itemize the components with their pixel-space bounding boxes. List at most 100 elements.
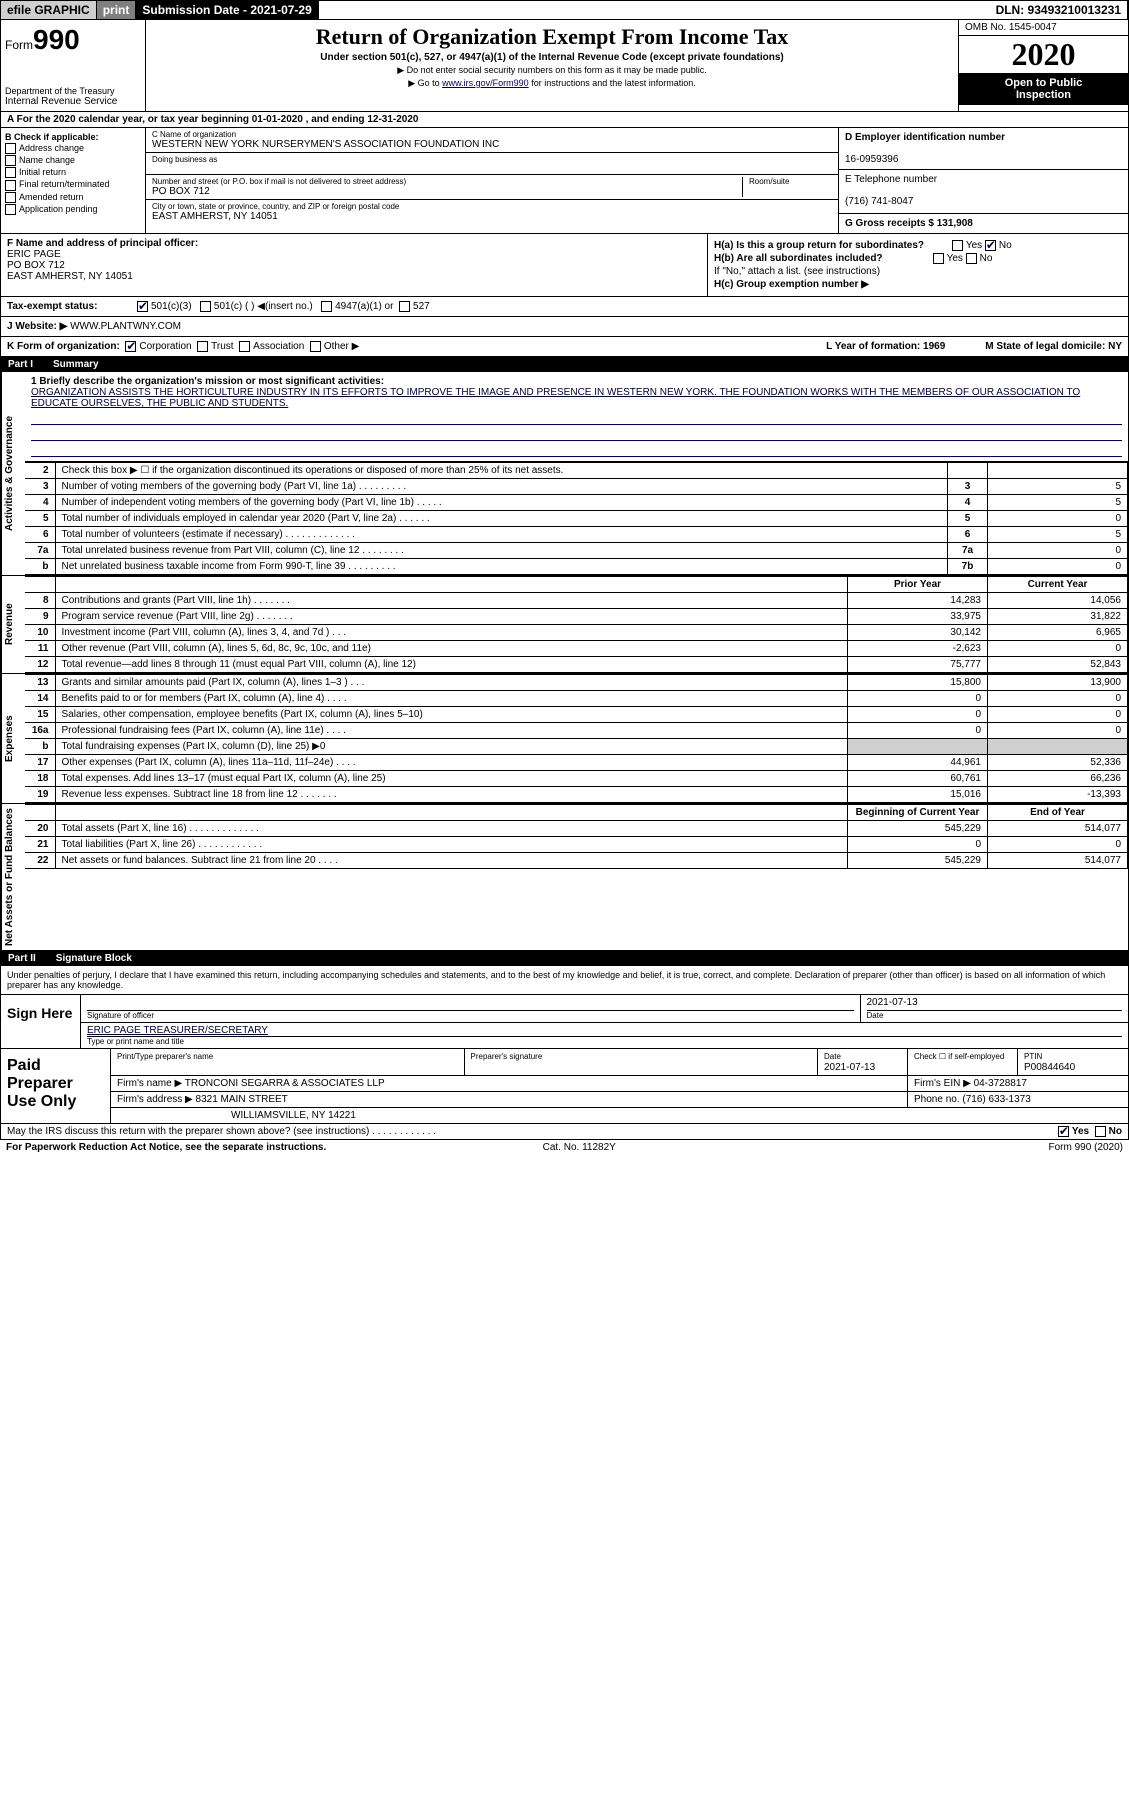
other-checkbox[interactable] — [310, 341, 321, 352]
initial-return-checkbox[interactable] — [5, 167, 16, 178]
website-value: WWW.PLANTWNY.COM — [70, 321, 181, 332]
officer-name-title[interactable]: ERIC PAGE TREASURER/SECRETARY — [87, 1025, 268, 1036]
perjury-statement: Under penalties of perjury, I declare th… — [0, 966, 1129, 995]
assoc-checkbox[interactable] — [239, 341, 250, 352]
revenue-section: Revenue Prior YearCurrent Year8Contribut… — [0, 576, 1129, 674]
amended-return-checkbox[interactable] — [5, 192, 16, 203]
sig-date: 2021-07-13 — [867, 997, 1123, 1011]
hb-yes-checkbox[interactable] — [933, 253, 944, 264]
tax-status-label: Tax-exempt status: — [7, 301, 97, 312]
discuss-question: May the IRS discuss this return with the… — [7, 1126, 436, 1137]
state-domicile: M State of legal domicile: NY — [985, 341, 1122, 352]
firm-address: 8321 MAIN STREET — [196, 1094, 288, 1105]
top-bar: efile GRAPHIC print Submission Date - 20… — [0, 0, 1129, 20]
ha-no-checkbox[interactable] — [985, 240, 996, 251]
form-org-label: K Form of organization: — [7, 341, 120, 352]
hb-note: If "No," attach a list. (see instruction… — [714, 266, 1122, 277]
efile-button[interactable]: efile GRAPHIC — [1, 1, 97, 19]
form-title: Return of Organization Exempt From Incom… — [150, 24, 954, 50]
firm-phone: (716) 633-1373 — [962, 1094, 1030, 1105]
activities-governance-section: Activities & Governance 1 Briefly descri… — [0, 372, 1129, 576]
firm-city: WILLIAMSVILLE, NY 14221 — [111, 1108, 1128, 1123]
ha-yes-checkbox[interactable] — [952, 240, 963, 251]
paid-preparer-block: Paid Preparer Use Only Print/Type prepar… — [0, 1049, 1129, 1124]
form-header: Form990 Department of the Treasury Inter… — [0, 20, 1129, 112]
corp-checkbox[interactable] — [125, 341, 136, 352]
527-checkbox[interactable] — [399, 301, 410, 312]
application-pending-checkbox[interactable] — [5, 204, 16, 215]
print-button[interactable]: print — [97, 1, 137, 19]
officer-addr2: EAST AMHERST, NY 14051 — [7, 271, 133, 282]
ha-label: H(a) Is this a group return for subordin… — [714, 240, 924, 251]
city-state-zip: EAST AMHERST, NY 14051 — [152, 211, 832, 222]
omb-number: OMB No. 1545-0047 — [959, 20, 1128, 36]
ein-label: D Employer identification number — [845, 132, 1005, 143]
paperwork-notice: For Paperwork Reduction Act Notice, see … — [6, 1142, 326, 1153]
website-label: J Website: ▶ — [7, 321, 67, 332]
website-row: J Website: ▶ WWW.PLANTWNY.COM — [0, 317, 1129, 337]
telephone-label: E Telephone number — [845, 174, 937, 185]
open-public-2: Inspection — [1016, 89, 1071, 101]
governance-table: 2Check this box ▶ ☐ if the organization … — [25, 462, 1128, 575]
net-assets-table: Beginning of Current YearEnd of Year20To… — [25, 804, 1128, 869]
firm-ein: 04-3728817 — [974, 1078, 1027, 1089]
irs-label: Internal Revenue Service — [5, 96, 141, 107]
4947-checkbox[interactable] — [321, 301, 332, 312]
expenses-section: Expenses 13Grants and similar amounts pa… — [0, 674, 1129, 804]
submission-date: Submission Date - 2021-07-29 — [136, 1, 318, 19]
officer-addr1: PO BOX 712 — [7, 260, 65, 271]
telephone-value: (716) 741-8047 — [845, 196, 913, 207]
addr-label: Number and street (or P.O. box if mail i… — [152, 177, 742, 186]
net-assets-section: Net Assets or Fund Balances Beginning of… — [0, 804, 1129, 951]
mission-text[interactable]: ORGANIZATION ASSISTS THE HORTICULTURE IN… — [31, 387, 1080, 409]
dept-treasury: Department of the Treasury — [5, 86, 141, 96]
hb-label: H(b) Are all subordinates included? — [714, 253, 883, 264]
irs-link[interactable]: www.irs.gov/Form990 — [442, 78, 529, 88]
address-change-checkbox[interactable] — [5, 143, 16, 154]
discuss-row: May the IRS discuss this return with the… — [0, 1124, 1129, 1140]
form-subtitle: Under section 501(c), 527, or 4947(a)(1)… — [150, 52, 954, 63]
side-label-revenue: Revenue — [1, 576, 25, 673]
501c3-checkbox[interactable] — [137, 301, 148, 312]
name-change-checkbox[interactable] — [5, 155, 16, 166]
row-k: K Form of organization: Corporation Trus… — [0, 337, 1129, 357]
discuss-no-checkbox[interactable] — [1095, 1126, 1106, 1137]
sign-here-label: Sign Here — [1, 995, 81, 1048]
hb-no-checkbox[interactable] — [966, 253, 977, 264]
dln: DLN: 93493210013231 — [990, 1, 1128, 19]
cat-number: Cat. No. 11282Y — [543, 1142, 616, 1153]
block-b-through-g: B Check if applicable: Address change Na… — [0, 128, 1129, 234]
year-formation: L Year of formation: 1969 — [826, 341, 945, 352]
paid-preparer-label: Paid Preparer Use Only — [1, 1049, 111, 1123]
trust-checkbox[interactable] — [197, 341, 208, 352]
part2-header: Part IISignature Block — [0, 951, 1129, 966]
expenses-table: 13Grants and similar amounts paid (Part … — [25, 674, 1128, 803]
part1-header: Part ISummary — [0, 357, 1129, 372]
form-number: 990 — [33, 24, 80, 55]
org-name-label: C Name of organization — [152, 130, 832, 139]
city-label: City or town, state or province, country… — [152, 202, 832, 211]
room-label: Room/suite — [749, 177, 832, 186]
side-label-governance: Activities & Governance — [1, 372, 25, 575]
type-name-label: Type or print name and title — [87, 1037, 1122, 1046]
firm-name: TRONCONI SEGARRA & ASSOCIATES LLP — [185, 1078, 385, 1089]
street-address: PO BOX 712 — [152, 186, 742, 197]
open-public-1: Open to Public — [1005, 77, 1083, 89]
goto-post: for instructions and the latest informat… — [529, 78, 696, 88]
goto-pre: ▶ Go to — [408, 78, 442, 88]
org-name: WESTERN NEW YORK NURSERYMEN'S ASSOCIATIO… — [152, 139, 832, 150]
501c-checkbox[interactable] — [200, 301, 211, 312]
ssn-notice: ▶ Do not enter social security numbers o… — [150, 65, 954, 76]
gross-receipts: G Gross receipts $ 131,908 — [845, 218, 973, 229]
final-return-checkbox[interactable] — [5, 180, 16, 191]
side-label-expenses: Expenses — [1, 674, 25, 803]
row-a: A For the 2020 calendar year, or tax yea… — [0, 112, 1129, 128]
ein-value: 16-0959396 — [845, 154, 898, 165]
block-f-h: F Name and address of principal officer:… — [0, 234, 1129, 297]
form-prefix: Form — [5, 38, 33, 52]
hc-label: H(c) Group exemption number ▶ — [714, 279, 869, 290]
dba-label: Doing business as — [152, 155, 832, 164]
discuss-yes-checkbox[interactable] — [1058, 1126, 1069, 1137]
officer-label: F Name and address of principal officer: — [7, 238, 198, 249]
footer-row: For Paperwork Reduction Act Notice, see … — [0, 1140, 1129, 1155]
